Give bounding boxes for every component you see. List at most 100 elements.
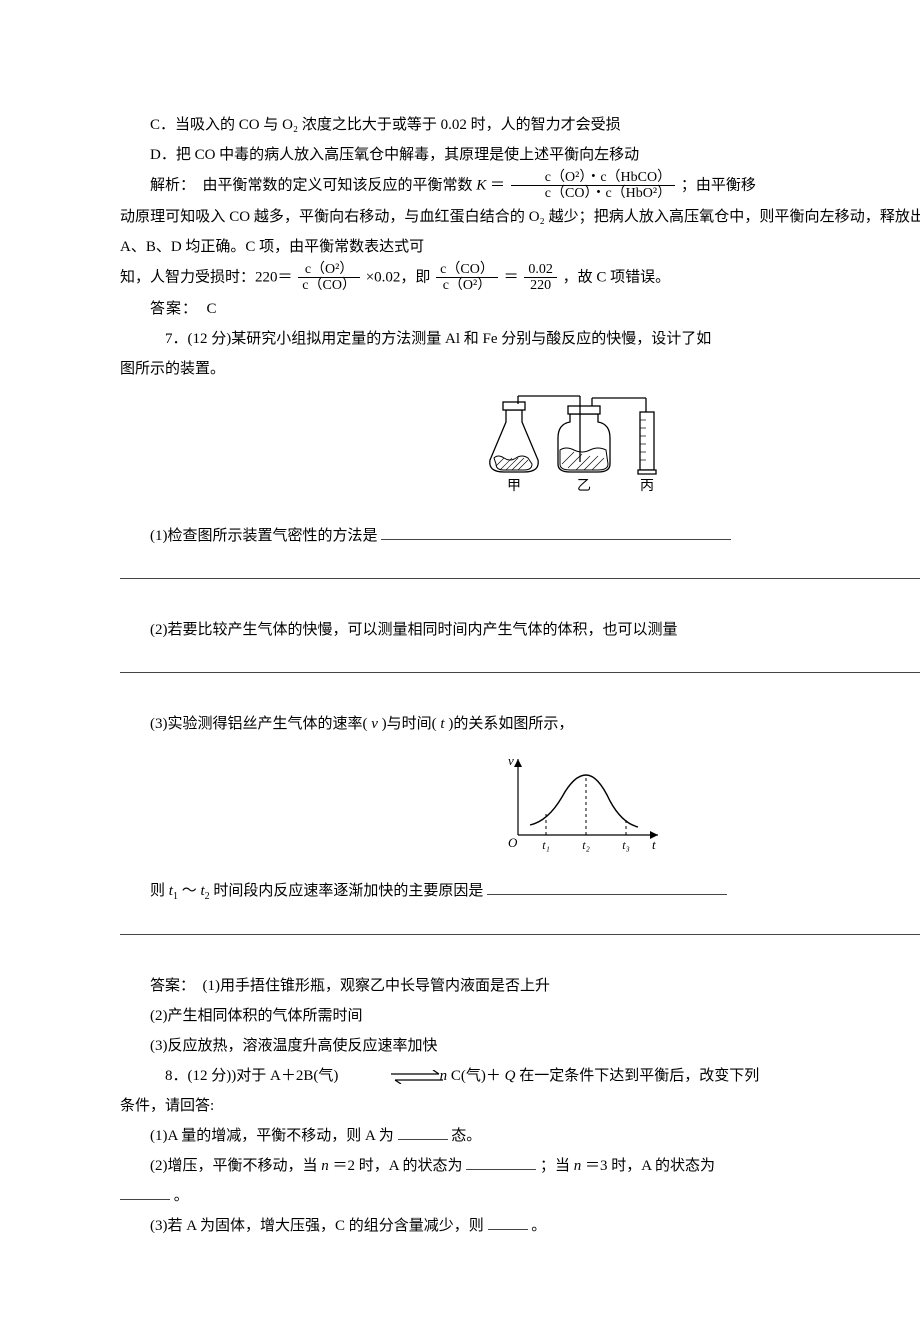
- label-bing: 丙: [640, 479, 654, 494]
- q7-1: (1)检查图所示装置气密性的方法是: [120, 521, 920, 551]
- text: C(气)＋: [451, 1068, 501, 1084]
- text: 条件，请回答:: [120, 1098, 214, 1114]
- text: 态。: [451, 1128, 481, 1144]
- text: 。: [174, 1188, 189, 1204]
- bottle-yi: [558, 396, 646, 472]
- text: ，故 C 项错误。: [563, 269, 671, 285]
- text: )与时间(: [382, 716, 437, 732]
- text: 时间段内反应速率逐渐加快的主要原因是: [213, 883, 483, 899]
- text: (2)增压，平衡不移动，当: [150, 1158, 321, 1174]
- blank[interactable]: [398, 1126, 448, 1141]
- text: (3)实验测得铝丝产生气体的速率(: [150, 716, 368, 732]
- denominator: 220: [524, 278, 557, 293]
- cylinder-bing: [638, 412, 656, 474]
- fraction-1: c（O²）・c（HbCO） c（CO）・c（HbO²）: [511, 170, 675, 202]
- numerator: c（O²）・c（HbCO）: [511, 170, 675, 186]
- q8-2b: 。: [120, 1181, 920, 1211]
- label-yi: 乙: [577, 478, 591, 494]
- text: (1)检查图所示装置气密性的方法是: [150, 528, 378, 544]
- option-c: C．当吸入的 CO 与 O₂ 浓度之比大于或等于 0.02 时，人的智力才会受损: [120, 110, 920, 140]
- text: 答案： (1)用手捂住锥形瓶，观察乙中长导管内液面是否上升: [150, 978, 550, 994]
- text: 。: [531, 1218, 546, 1234]
- explanation-2: 动原理可知吸入 CO 越多，平衡向右移动，与血红蛋白结合的 O₂ 越少；把病人放…: [120, 202, 920, 262]
- blank[interactable]: [120, 1186, 170, 1201]
- numerator: c（O²）: [298, 262, 360, 278]
- text: (3)反应放热，溶液温度升高使反应速率加快: [150, 1038, 438, 1054]
- q8-intro: 8．(12 分))对于 A＋2B(气) n C(气)＋ Q 在一定条件下达到平衡…: [120, 1061, 920, 1092]
- text: )的关系如图所示，: [448, 716, 573, 732]
- apparatus-svg: 甲 乙 丙: [470, 392, 690, 502]
- text: ×0.02，即: [366, 269, 431, 285]
- q7-3b: 则 t1 ～ t2 时间段内反应速率逐渐加快的主要原因是: [120, 876, 920, 907]
- blank[interactable]: [487, 880, 727, 895]
- answer-c: 答案： C: [120, 294, 920, 324]
- origin: O: [508, 835, 518, 850]
- text: 解析： 由平衡常数的定义可知该反应的平衡常数: [150, 177, 473, 193]
- option-d: D．把 CO 中毒的病人放入高压氧仓中解毒，其原理是使上述平衡向左移动: [120, 140, 920, 170]
- tilde: ～: [182, 883, 197, 899]
- text: 知，人智力受损时：220＝: [120, 269, 293, 285]
- sub1: 1: [173, 891, 178, 902]
- q7-ans1: 答案： (1)用手捂住锥形瓶，观察乙中长导管内液面是否上升: [120, 971, 920, 1001]
- text: (3)若 A 为固体，增大压强，C 的组分含量减少，则: [150, 1218, 484, 1234]
- fraction-3: c（CO） c（O²）: [436, 262, 498, 294]
- blank[interactable]: [488, 1216, 528, 1231]
- text: 图所示的装置。: [120, 361, 225, 377]
- q7-ans3: (3)反应放热，溶液温度升高使反应速率加快: [120, 1031, 920, 1061]
- blank-full-3[interactable]: [120, 919, 920, 935]
- blank-full-2[interactable]: [120, 657, 920, 673]
- q8-3: (3)若 A 为固体，增大压强，C 的组分含量减少，则 。: [120, 1211, 920, 1241]
- denominator: c（CO）・c（HbO²）: [511, 186, 675, 201]
- text: ＝3 时，A 的状态为: [585, 1158, 715, 1174]
- eq: ＝: [490, 177, 505, 193]
- q7-2: (2)若要比较产生气体的快慢，可以测量相同时间内产生气体的体积，也可以测量: [120, 615, 920, 645]
- q8-2: (2)增压，平衡不移动，当 n ＝2 时，A 的状态为 ；当 n ＝3 时，A …: [120, 1151, 920, 1181]
- blank[interactable]: [381, 525, 731, 540]
- var-n1: n: [321, 1158, 329, 1174]
- text: 7．(12 分)某研究小组拟用定量的方法测量 Al 和 Fe 分别与酸反应的快慢…: [150, 331, 711, 347]
- explanation-1: 解析： 由平衡常数的定义可知该反应的平衡常数 K ＝ c（O²）・c（HbCO）…: [120, 170, 920, 202]
- text: C．当吸入的 CO 与 O₂ 浓度之比大于或等于 0.02 时，人的智力才会受损: [150, 117, 621, 133]
- fraction-2: c（O²） c（CO）: [298, 262, 360, 294]
- q8-intro-2: 条件，请回答:: [120, 1091, 920, 1121]
- text: 答案： C: [150, 301, 218, 317]
- sub2: 2: [205, 891, 210, 902]
- text: D．把 CO 中毒的病人放入高压氧仓中解毒，其原理是使上述平衡向左移动: [150, 147, 639, 163]
- blank[interactable]: [466, 1156, 536, 1171]
- q7-intro: 7．(12 分)某研究小组拟用定量的方法测量 Al 和 Fe 分别与酸反应的快慢…: [120, 324, 920, 354]
- denominator: c（O²）: [436, 278, 498, 293]
- equilibrium-arrow-icon: [357, 1061, 417, 1091]
- text: ；由平衡移: [681, 177, 756, 193]
- q8-1: (1)A 量的增减，平衡不移动，则 A 为 态。: [120, 1121, 920, 1151]
- var-t: t: [440, 716, 444, 732]
- eq: ＝: [504, 269, 519, 285]
- text: ；当: [540, 1158, 574, 1174]
- text: (2)产生相同体积的气体所需时间: [150, 1008, 363, 1024]
- text: 动原理可知吸入 CO 越多，平衡向右移动，与血红蛋白结合的 O₂ 越少；把病人放…: [120, 209, 920, 255]
- q7-intro-2: 图所示的装置。: [120, 354, 920, 384]
- explanation-3: 知，人智力受损时：220＝ c（O²） c（CO） ×0.02，即 c（CO） …: [120, 262, 920, 294]
- q7-3: (3)实验测得铝丝产生气体的速率( v )与时间( t )的关系如图所示，: [120, 709, 920, 739]
- var-v: v: [371, 716, 378, 732]
- text: 8．(12 分))对于 A＋2B(气): [150, 1068, 353, 1084]
- t2: t₂: [582, 838, 590, 852]
- t3: t₃: [622, 838, 630, 852]
- var-k: K: [476, 177, 486, 193]
- t1: t₁: [542, 838, 550, 852]
- numerator: 0.02: [524, 262, 557, 278]
- text: 在一定条件下达到平衡后，改变下列: [519, 1068, 759, 1084]
- text: (1)A 量的增减，平衡不移动，则 A 为: [150, 1128, 394, 1144]
- blank-full-1[interactable]: [120, 563, 920, 579]
- denominator: c（CO）: [298, 278, 360, 293]
- text: 则: [150, 883, 169, 899]
- q7-1-end: 。: [120, 585, 920, 615]
- numerator: c（CO）: [436, 262, 498, 278]
- text: (2)若要比较产生气体的快慢，可以测量相同时间内产生气体的体积，也可以测量: [150, 622, 678, 638]
- apparatus-figure: 甲 乙 丙: [120, 392, 920, 513]
- y-label: v: [508, 753, 514, 768]
- x-label: t: [652, 837, 656, 852]
- var-q: Q: [505, 1068, 516, 1084]
- text: ＝2 时，A 的状态为: [333, 1158, 463, 1174]
- fraction-4: 0.02 220: [524, 262, 557, 294]
- graph-figure: v O t₁ t₂ t₃ t: [120, 747, 920, 868]
